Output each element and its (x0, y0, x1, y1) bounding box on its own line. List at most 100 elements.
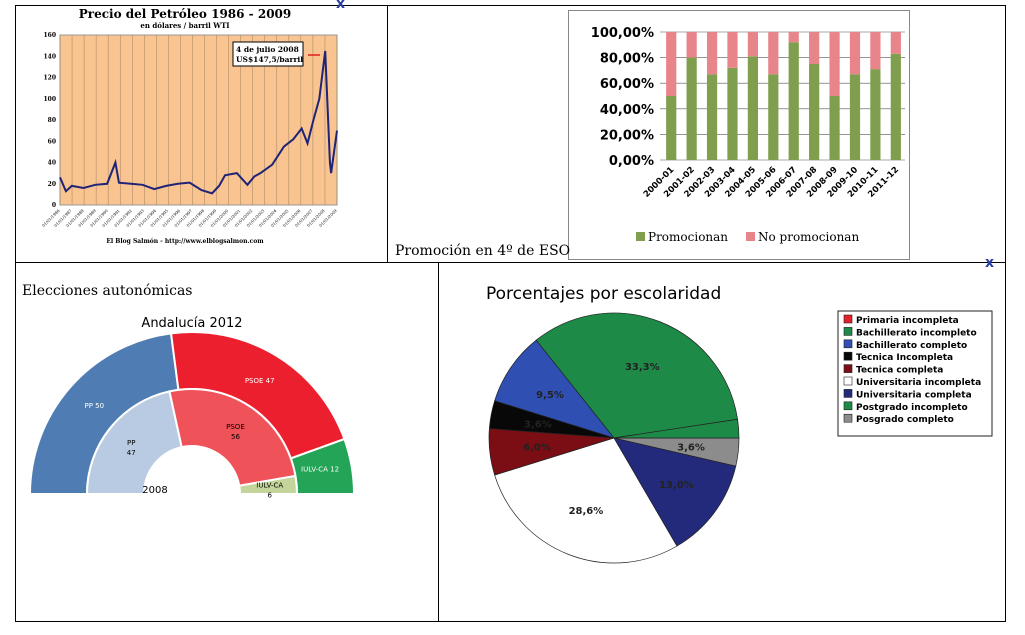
inner-segment (168, 388, 297, 487)
legend-label: Postgrado incompleto (856, 403, 968, 413)
legend-swatch (746, 232, 755, 241)
y-tick-label: 40,00% (600, 103, 654, 118)
close-icon[interactable]: x (985, 255, 995, 271)
legend-swatch (843, 339, 853, 349)
pie-slice (494, 339, 615, 439)
y-tick-label: 160 (43, 32, 56, 39)
slice-label: 33,3% (625, 362, 660, 373)
chart-title: Precio del Petróleo 1986 - 2009 (79, 7, 292, 21)
inner-label: 2008 (142, 485, 167, 496)
segment-label: 56 (231, 433, 240, 441)
bar-no-promocionan (666, 32, 677, 96)
legend-swatch (636, 232, 645, 241)
segment-label: PSOE (226, 423, 245, 431)
annotation-line: US$147,5/barril (236, 55, 303, 64)
legend-label: Tecnica Incompleta (856, 353, 953, 363)
legend-box (837, 310, 993, 437)
legend-swatch (843, 401, 853, 411)
y-tick-label: 100 (43, 96, 56, 103)
slice-label: 3,6% (677, 443, 705, 454)
y-tick-label: 20 (48, 181, 56, 188)
bar-promocionan (747, 56, 758, 160)
bars-caption: Promoción en 4º de ESO (395, 243, 571, 259)
legend-swatch (843, 389, 853, 398)
y-tick-label: 20,00% (600, 128, 654, 143)
segment-label: PSOE 47 (245, 377, 275, 385)
segment-label: IULV-CA 12 (301, 466, 339, 474)
slice-label: 28,6% (569, 506, 604, 517)
pie-slice (613, 418, 740, 439)
chart-title: Andalucía 2012 (141, 316, 242, 331)
bar-promocionan (727, 67, 738, 160)
segment-label: 6 (267, 491, 272, 499)
legend-label: Universitaria incompleta (856, 378, 981, 388)
bar-no-promocionan (768, 32, 779, 75)
pie-slice (535, 312, 738, 439)
elections-caption: Elecciones autonómicas (22, 283, 193, 299)
legend-swatch (843, 413, 853, 423)
segment-label: PP (127, 439, 135, 447)
legend-label: Primaria incompleta (856, 316, 959, 326)
election-chart: PP 50 PSOE 47 IULV-CA 12 PP 47 PSOE 56 IULV-CA 6… (28, 316, 356, 499)
bar-no-promocionan (788, 32, 799, 43)
legend-swatch (843, 351, 853, 361)
legend-label: Bachillerato incompleto (856, 328, 977, 338)
y-tick-label: 100,00% (591, 26, 654, 41)
legend-label: Universitaria completa (856, 390, 972, 400)
bar-promocionan (788, 42, 799, 160)
inner-segment (238, 474, 299, 495)
legend-label: Posgrado completo (856, 415, 954, 425)
y-tick-label: 80,00% (600, 52, 654, 67)
y-tick-label: 80 (48, 117, 56, 124)
chart-title: Porcentajes por escolaridad (486, 284, 721, 304)
chart-source: El Blog Salmón - http://www.elblogsalmon… (106, 238, 264, 245)
y-tick-label: 60 (48, 138, 56, 145)
y-tick-label: 140 (43, 53, 56, 60)
bar-promocionan (666, 96, 677, 160)
price-line (59, 50, 338, 195)
bar-promocionan (829, 96, 840, 160)
legend-swatch (843, 314, 853, 324)
pie-slice (613, 437, 737, 547)
bar-promocionan (849, 74, 861, 160)
segment-label: 47 (127, 449, 136, 457)
y-tick-label: 0 (52, 202, 56, 209)
bar-no-promocionan (890, 32, 901, 54)
bar-no-promocionan (829, 32, 840, 96)
bar-promocionan (809, 64, 820, 160)
segment-label: PP 50 (85, 402, 105, 410)
y-tick-label: 60,00% (600, 77, 654, 92)
bar-chart-frame (568, 10, 910, 260)
chart-subtitle: en dólares / barril WTI (140, 21, 229, 30)
bar-no-promocionan (706, 32, 718, 75)
bar-promocionan (686, 57, 697, 160)
bar-no-promocionan (686, 32, 697, 58)
bar-no-promocionan (747, 32, 758, 57)
y-tick-label: 0,00% (609, 154, 654, 169)
annotation-line: 4 de julio 2008 (236, 45, 299, 54)
bar-no-promocionan (849, 32, 861, 75)
annotation-box (232, 41, 304, 67)
segment-label: IULV-CA (256, 481, 283, 489)
pie-slice (494, 437, 678, 564)
legend-swatch (843, 364, 853, 373)
bar-no-promocionan (870, 32, 881, 70)
legend-swatch (843, 376, 853, 386)
cell-pie (438, 262, 1006, 622)
bar-promocionan (870, 69, 881, 160)
bar-promocionan (706, 74, 718, 160)
y-tick-label: 40 (48, 160, 56, 167)
slice-label: 13,0% (659, 480, 694, 491)
slice-label: 6,0% (523, 443, 551, 454)
y-tick-label: 120 (43, 75, 56, 82)
inner-segment (85, 390, 183, 495)
close-icon[interactable]: x (336, 0, 346, 12)
slice-label: 9,5% (536, 390, 564, 401)
slice-label: 3,6% (524, 419, 552, 430)
legend-label: Promocionan (648, 230, 728, 244)
bar-promocionan (890, 53, 901, 161)
schooling-pie-chart: Porcentajes por escolaridad 33,3% 9,5% 3,6%… (486, 284, 993, 564)
legend-swatch (843, 327, 853, 336)
legend-label: Tecnica completa (856, 366, 943, 376)
legend-label: No promocionan (758, 230, 859, 244)
